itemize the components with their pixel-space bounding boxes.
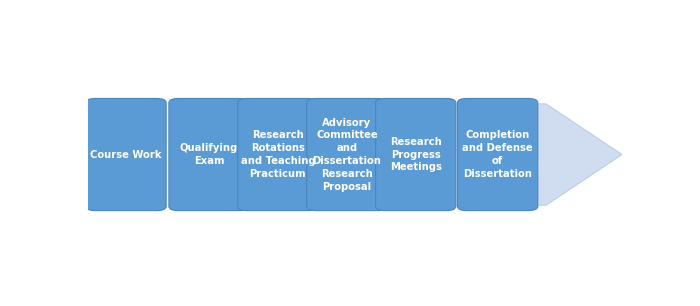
Text: Research
Rotations
and Teaching
Practicum: Research Rotations and Teaching Practicu… bbox=[241, 130, 315, 179]
Text: Research
Progress
Meetings: Research Progress Meetings bbox=[390, 137, 442, 172]
Text: Qualifying
Exam: Qualifying Exam bbox=[180, 143, 238, 166]
Polygon shape bbox=[172, 104, 622, 205]
Text: Course Work: Course Work bbox=[90, 150, 162, 159]
Text: Advisory
Committee
and
Dissertation
Research
Proposal: Advisory Committee and Dissertation Rese… bbox=[312, 118, 382, 192]
FancyBboxPatch shape bbox=[238, 99, 318, 211]
FancyBboxPatch shape bbox=[86, 99, 166, 211]
FancyBboxPatch shape bbox=[376, 99, 456, 211]
FancyBboxPatch shape bbox=[307, 99, 387, 211]
Text: Completion
and Defense
of
Dissertation: Completion and Defense of Dissertation bbox=[462, 130, 533, 179]
FancyBboxPatch shape bbox=[169, 99, 249, 211]
FancyBboxPatch shape bbox=[458, 99, 538, 211]
